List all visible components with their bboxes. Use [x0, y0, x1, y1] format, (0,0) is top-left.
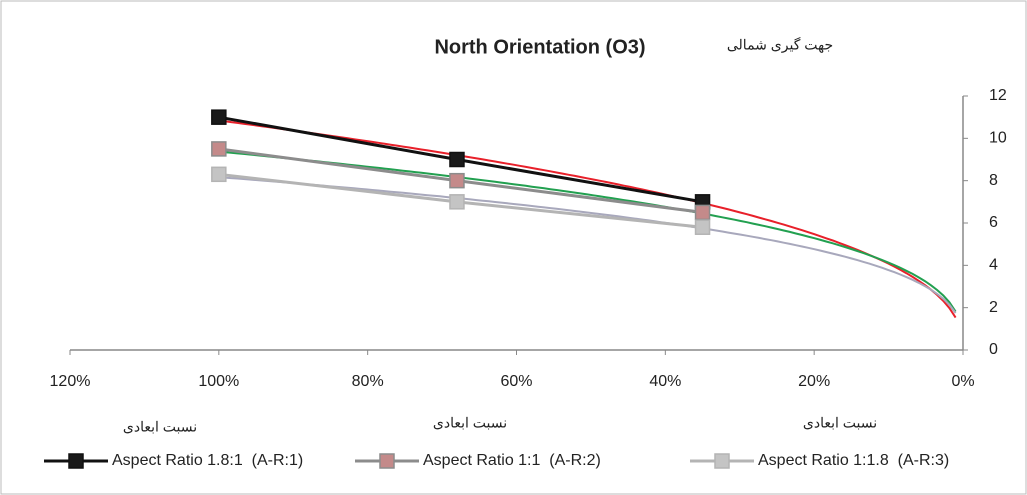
y-tick-label: 8	[989, 172, 998, 189]
x-tick-label: 100%	[198, 373, 239, 390]
legend-marker	[68, 453, 84, 469]
x-axis-label: نسبت ابعادی	[433, 415, 507, 431]
y-tick-label: 6	[989, 214, 998, 231]
data-point	[694, 219, 711, 235]
legend-marker	[379, 453, 395, 469]
y-tick-label: 10	[989, 130, 1007, 147]
data-point	[449, 172, 465, 189]
data-point	[211, 166, 227, 183]
x-tick-label: 80%	[352, 373, 384, 390]
y-tick-label: 12	[989, 87, 1007, 104]
y-tick-label: 2	[989, 299, 998, 316]
x-tick-label: 60%	[500, 373, 532, 390]
y-tick-label: 4	[989, 257, 998, 274]
chart-title: North Orientation (O3)	[434, 36, 645, 58]
x-tick-label: 0%	[951, 373, 974, 390]
data-point	[211, 141, 227, 157]
x-tick-label: 120%	[50, 373, 91, 390]
data-point	[449, 151, 465, 168]
legend-label: Aspect Ratio 1:1.8 (A-R:3)	[758, 452, 949, 469]
x-axis-label: نسبت ابعادی	[803, 415, 877, 431]
data-point	[694, 204, 711, 221]
trendline	[218, 119, 957, 319]
legend-label: Aspect Ratio 1:1 (A-R:2)	[423, 452, 601, 469]
x-tick-label: 20%	[798, 373, 830, 390]
legend-marker	[714, 453, 730, 469]
data-point	[211, 109, 227, 125]
data-point	[449, 194, 465, 210]
x-axis-label: نسبت ابعادی	[123, 419, 197, 435]
legend-label: Aspect Ratio 1.8:1 (A-R:1)	[112, 452, 303, 469]
y-tick-label: 0	[989, 341, 998, 358]
x-tick-label: 40%	[649, 373, 681, 390]
chart-subtitle: جهت گیری شمالی	[727, 37, 833, 54]
